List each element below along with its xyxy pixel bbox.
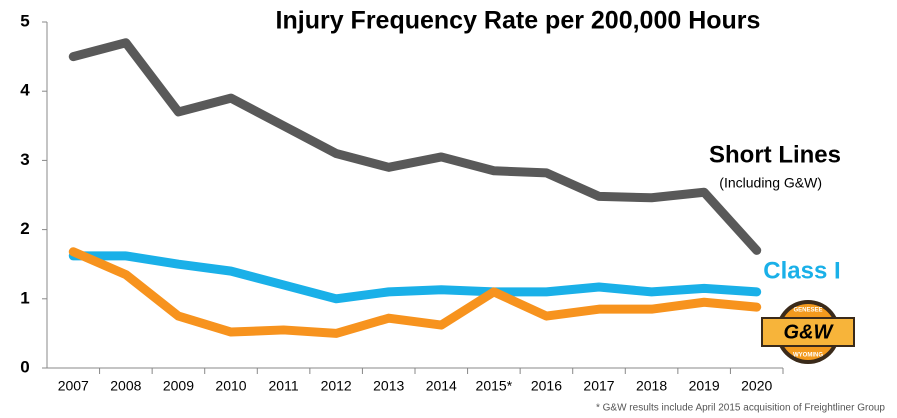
x-tick-label: 2008 <box>110 378 141 394</box>
series-line <box>68 247 762 338</box>
x-tick-label: 2020 <box>741 378 772 394</box>
x-tick-label: 2010 <box>215 378 246 394</box>
x-tick-label: 2016 <box>531 378 562 394</box>
logo-text: GENESEE <box>793 308 822 314</box>
logo-text: WYOMING <box>793 353 823 359</box>
series-line <box>68 38 762 255</box>
x-tick-label: 2015* <box>476 378 513 394</box>
y-tick-label: 2 <box>20 219 29 238</box>
logo-band <box>761 317 855 347</box>
series-label: Short Lines <box>709 141 841 168</box>
x-tick-label: 2013 <box>373 378 404 394</box>
y-tick-label: 4 <box>20 81 30 100</box>
footnote: * G&W results include April 2015 acquisi… <box>596 403 885 414</box>
logo: G&W GENESEE WYOMING <box>761 300 855 364</box>
y-tick-label: 1 <box>20 288 29 307</box>
y-tick-label: 3 <box>20 150 29 169</box>
x-tick-label: 2012 <box>321 378 352 394</box>
y-tick-label: 0 <box>20 357 29 376</box>
series-line <box>68 251 762 304</box>
chart-title: Injury Frequency Rate per 200,000 Hours <box>276 7 761 35</box>
x-tick-label: 2014 <box>426 378 457 394</box>
x-tick-label: 2017 <box>583 378 614 394</box>
x-tick-label: 2007 <box>58 378 89 394</box>
x-tick-label: 2009 <box>163 378 194 394</box>
logo-text: G&W <box>784 321 835 343</box>
plot: 0 1 2 3 4 5 2007 2008 2009 2010 2011 2012 2013 2014 20… <box>20 11 784 394</box>
y-tick-label: 5 <box>20 11 29 30</box>
annotation: (Including G&W) <box>719 175 822 191</box>
x-tick-label: 2019 <box>689 378 720 394</box>
series-label: Class I <box>763 257 840 284</box>
x-tick-label: 2011 <box>269 378 299 394</box>
x-tick-label: 2018 <box>636 378 667 394</box>
